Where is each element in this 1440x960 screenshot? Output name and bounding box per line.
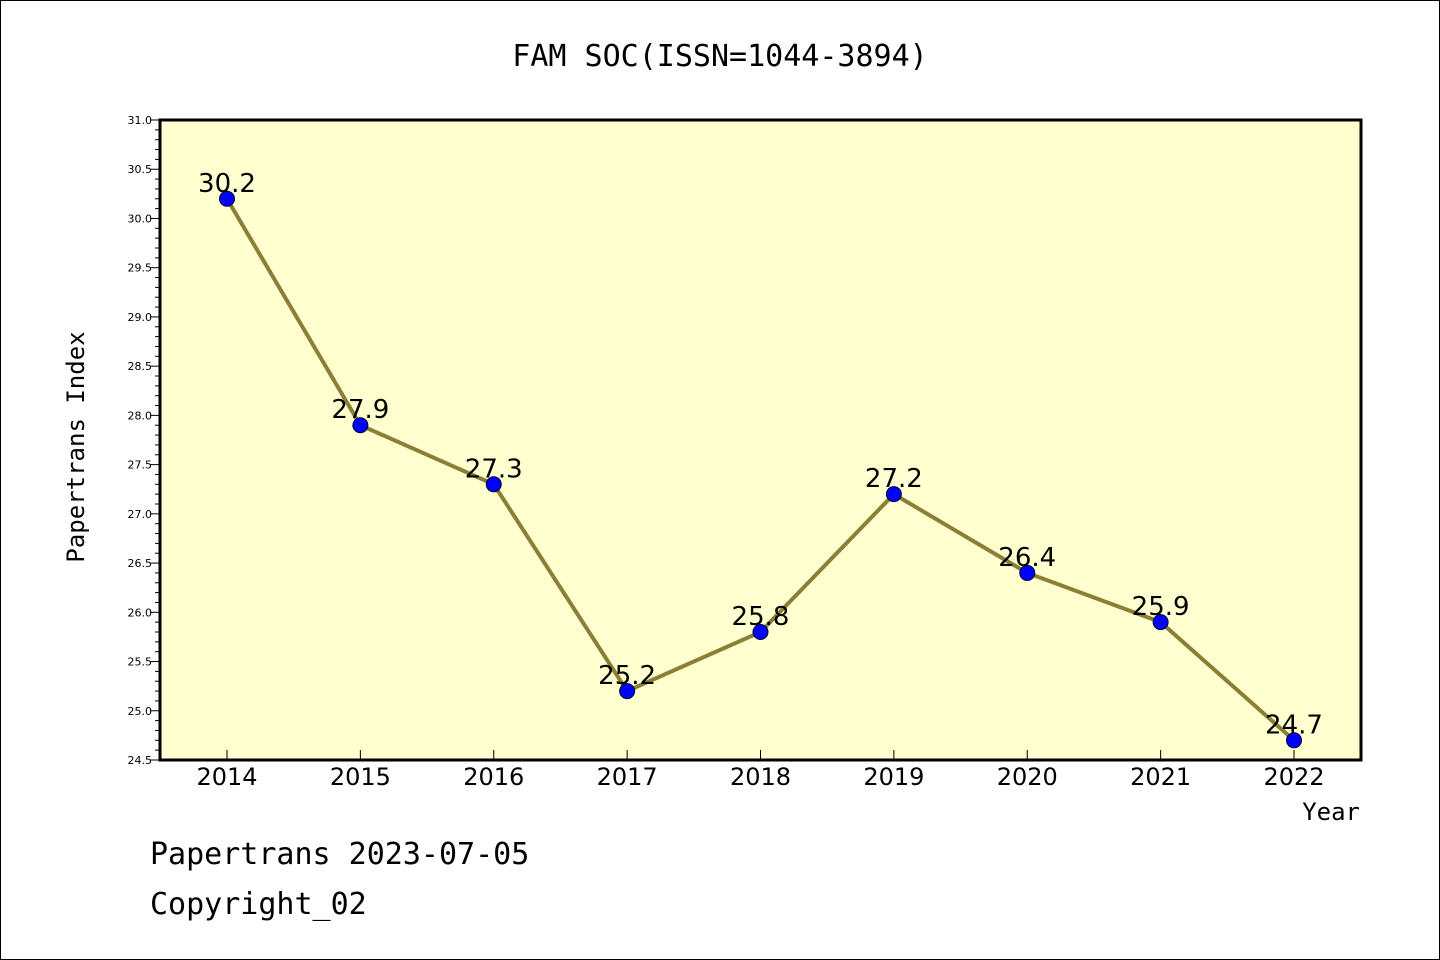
x-tick-label: 2018 (730, 763, 791, 791)
x-tick-label: 2017 (597, 763, 658, 791)
chart-title: FAM SOC(ISSN=1044-3894) (512, 39, 927, 74)
data-point (1019, 564, 1036, 581)
data-label: 27.9 (331, 395, 389, 425)
series-group: 30.2 27.9 27.3 25.2 25.8 27.2 26.4 25.9 24.7 (198, 169, 1323, 749)
y-axis: 24.5 25.0 25.5 26.0 26.5 27.0 27.5 28.0 28.5 29.0… (128, 114, 160, 767)
x-axis: 2014 2015 2016 2017 2018 2019 2020 2021 2022 (196, 750, 1325, 791)
y-tick-label: 30.0 (128, 212, 153, 225)
y-tick-label: 25.5 (128, 656, 153, 669)
data-point (752, 624, 769, 640)
data-point (1286, 732, 1302, 749)
data-point (485, 476, 502, 493)
data-point (1152, 614, 1169, 631)
y-tick-label: 31.0 (128, 114, 153, 127)
x-tick-label: 2019 (863, 763, 924, 791)
data-label: 25.9 (1132, 592, 1190, 622)
footer-copyright: Copyright_02 (150, 887, 367, 922)
plot-area (158, 118, 1363, 762)
x-tick-label: 2020 (997, 763, 1058, 791)
y-tick-label: 29.5 (128, 262, 153, 275)
data-point (219, 190, 235, 207)
data-point (885, 486, 902, 503)
data-label: 27.3 (465, 454, 523, 484)
data-label: 25.8 (732, 602, 790, 632)
footer-date: Papertrans 2023-07-05 (150, 837, 529, 872)
data-label: 24.7 (1265, 710, 1323, 740)
y-tick-label: 25.0 (128, 705, 153, 718)
y-tick-label: 27.0 (128, 508, 153, 521)
y-tick-label: 28.5 (128, 360, 153, 373)
data-label: 30.2 (198, 169, 256, 199)
x-tick-label: 2014 (196, 763, 257, 791)
data-point (352, 417, 369, 434)
x-tick-label: 2022 (1263, 763, 1324, 791)
y-tick-label: 28.0 (128, 409, 153, 422)
data-label: 27.2 (865, 464, 923, 494)
x-axis-label: Year (1302, 798, 1360, 826)
y-tick-label: 30.5 (128, 163, 153, 176)
y-tick-label: 27.5 (128, 459, 153, 472)
x-tick-label: 2015 (330, 763, 391, 791)
x-tick-label: 2016 (463, 763, 524, 791)
y-axis-label: Papertrans Index (62, 331, 90, 562)
y-tick-label: 29.0 (128, 311, 153, 324)
data-label: 26.4 (998, 543, 1056, 573)
data-point (619, 683, 636, 700)
y-tick-label: 24.5 (128, 754, 153, 767)
x-tick-label: 2021 (1130, 763, 1191, 791)
y-tick-label: 26.0 (128, 606, 153, 619)
y-tick-label: 26.5 (128, 557, 153, 570)
data-label: 25.2 (598, 661, 656, 691)
